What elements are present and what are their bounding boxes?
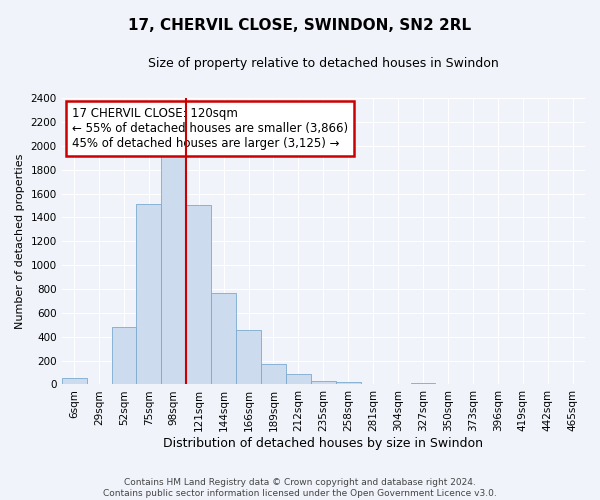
Y-axis label: Number of detached properties: Number of detached properties <box>15 154 25 329</box>
Title: Size of property relative to detached houses in Swindon: Size of property relative to detached ho… <box>148 58 499 70</box>
Bar <box>410 382 436 384</box>
Bar <box>211 292 236 384</box>
Bar <box>261 364 286 384</box>
Bar <box>311 381 336 384</box>
Bar <box>186 206 211 384</box>
Text: 17 CHERVIL CLOSE: 120sqm
← 55% of detached houses are smaller (3,866)
45% of det: 17 CHERVIL CLOSE: 120sqm ← 55% of detach… <box>72 106 348 150</box>
Bar <box>62 378 86 384</box>
Bar <box>286 374 311 384</box>
Bar <box>236 330 261 384</box>
X-axis label: Distribution of detached houses by size in Swindon: Distribution of detached houses by size … <box>163 437 484 450</box>
Text: Contains HM Land Registry data © Crown copyright and database right 2024.
Contai: Contains HM Land Registry data © Crown c… <box>103 478 497 498</box>
Bar <box>112 327 136 384</box>
Bar <box>161 156 186 384</box>
Bar <box>136 204 161 384</box>
Text: 17, CHERVIL CLOSE, SWINDON, SN2 2RL: 17, CHERVIL CLOSE, SWINDON, SN2 2RL <box>128 18 472 32</box>
Bar <box>336 382 361 384</box>
